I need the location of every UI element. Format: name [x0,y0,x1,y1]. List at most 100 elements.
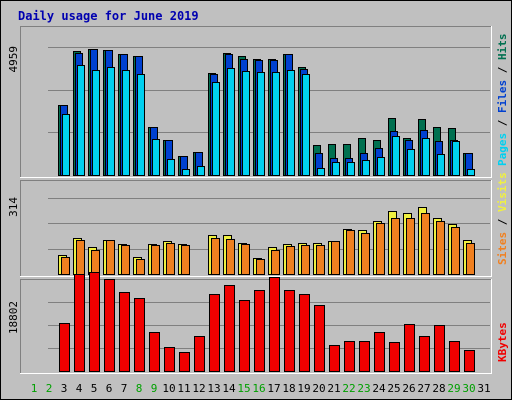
legend-item: / [496,113,509,133]
bar-pages-day-23 [362,160,370,176]
series-kbytes [59,272,475,372]
bar-pages-day-24 [377,157,385,176]
bar-kbytes-day-14 [224,285,235,372]
day-label-17: 17 [267,382,280,395]
bar-kbytes-day-18 [284,290,295,372]
bar-kbytes-day-5 [89,272,100,372]
bar-sites-day-23 [361,233,370,275]
day-label-21: 21 [327,382,340,395]
bar-kbytes-day-10 [164,347,175,372]
bar-sites-day-17 [271,250,280,275]
day-label-11: 11 [177,382,190,395]
bar-kbytes-day-27 [419,336,430,372]
bar-pages-day-14 [227,68,235,176]
bar-kbytes-day-13 [209,294,220,372]
panel-top: 4959 Pages / Files / Hits [7,26,509,178]
bar-kbytes-day-25 [389,342,400,372]
bar-sites-day-11 [181,245,190,275]
bar-pages-day-6 [107,67,115,176]
bar-sites-day-14 [226,239,235,275]
chart-panels: 4959 Pages / Files / Hits 314 Sites / Visit… [7,26,509,374]
panel-bot: 18802 KBytes [7,272,509,374]
bar-pages-day-27 [422,138,430,176]
bar-kbytes-day-17 [269,277,280,372]
bar-pages-day-10 [167,159,175,176]
bar-sites-day-21 [331,241,340,275]
bar-sites-day-15 [241,244,250,275]
bar-pages-day-15 [242,71,250,176]
day-label-19: 19 [297,382,310,395]
bar-kbytes-day-26 [404,324,415,372]
legend-item: Hits [496,34,509,61]
day-label-1: 1 [31,382,38,395]
bar-pages-day-18 [287,70,295,176]
bar-sites-day-26 [406,218,415,275]
panel-top-max-label: 4959 [7,46,20,73]
day-label-29: 29 [447,382,460,395]
bar-pages-day-22 [347,162,355,176]
day-label-3: 3 [61,382,68,395]
bar-sites-day-8 [136,259,145,275]
bar-pages-day-9 [152,139,160,176]
bar-pages-day-29 [452,141,460,176]
day-label-15: 15 [237,382,250,395]
bar-pages-day-8 [137,74,145,176]
day-label-2: 2 [46,382,53,395]
day-label-30: 30 [462,382,475,395]
legend-item: Pages [496,133,509,166]
bar-kbytes-day-6 [104,279,115,372]
bar-pages-day-3 [62,114,70,176]
bar-kbytes-day-9 [149,332,160,372]
bar-sites-day-9 [151,245,160,275]
day-label-27: 27 [417,382,430,395]
day-label-5: 5 [91,382,98,395]
bar-kbytes-day-7 [119,292,130,372]
bar-kbytes-day-28 [434,325,445,372]
panel-top-legend: Pages / Files / Hits [496,34,509,167]
bar-sites-day-16 [256,259,265,275]
bar-kbytes-day-16 [254,290,265,372]
bar-sites-day-4 [76,240,85,275]
series-pages [62,65,475,176]
day-label-7: 7 [121,382,128,395]
day-label-13: 13 [207,382,220,395]
bar-kbytes-day-15 [239,300,250,372]
bar-kbytes-day-3 [59,323,70,372]
bar-kbytes-day-30 [464,350,475,372]
bar-sites-day-30 [466,243,475,275]
bar-sites-day-3 [61,257,70,275]
legend-item: / [496,212,509,232]
bar-pages-day-30 [467,169,475,176]
bar-kbytes-day-19 [299,294,310,372]
bar-pages-day-7 [122,70,130,176]
bar-pages-day-21 [332,162,340,176]
panel-bot-max-label: 18802 [7,301,20,334]
chart-title: Daily usage for June 2019 [18,9,199,23]
bar-sites-day-27 [421,213,430,275]
bar-sites-day-19 [301,245,310,275]
day-label-26: 26 [402,382,415,395]
day-label-6: 6 [106,382,113,395]
bar-sites-day-5 [91,250,100,275]
day-label-16: 16 [252,382,265,395]
bar-pages-day-12 [197,166,205,176]
bar-sites-day-13 [211,238,220,275]
day-label-8: 8 [136,382,143,395]
bar-pages-day-13 [212,82,220,176]
bar-kbytes-day-20 [314,305,325,372]
bar-pages-day-5 [92,70,100,176]
bar-sites-day-29 [451,227,460,275]
bar-pages-day-11 [182,169,190,176]
bar-sites-day-20 [316,245,325,275]
day-label-20: 20 [312,382,325,395]
bar-sites-day-6 [106,240,115,275]
bar-sites-day-24 [376,223,385,275]
bar-sites-day-22 [346,230,355,275]
bar-kbytes-day-23 [359,341,370,372]
day-label-24: 24 [372,382,386,395]
bar-pages-day-19 [302,74,310,176]
day-label-31: 31 [477,382,490,395]
legend-item: Sites [496,232,509,265]
